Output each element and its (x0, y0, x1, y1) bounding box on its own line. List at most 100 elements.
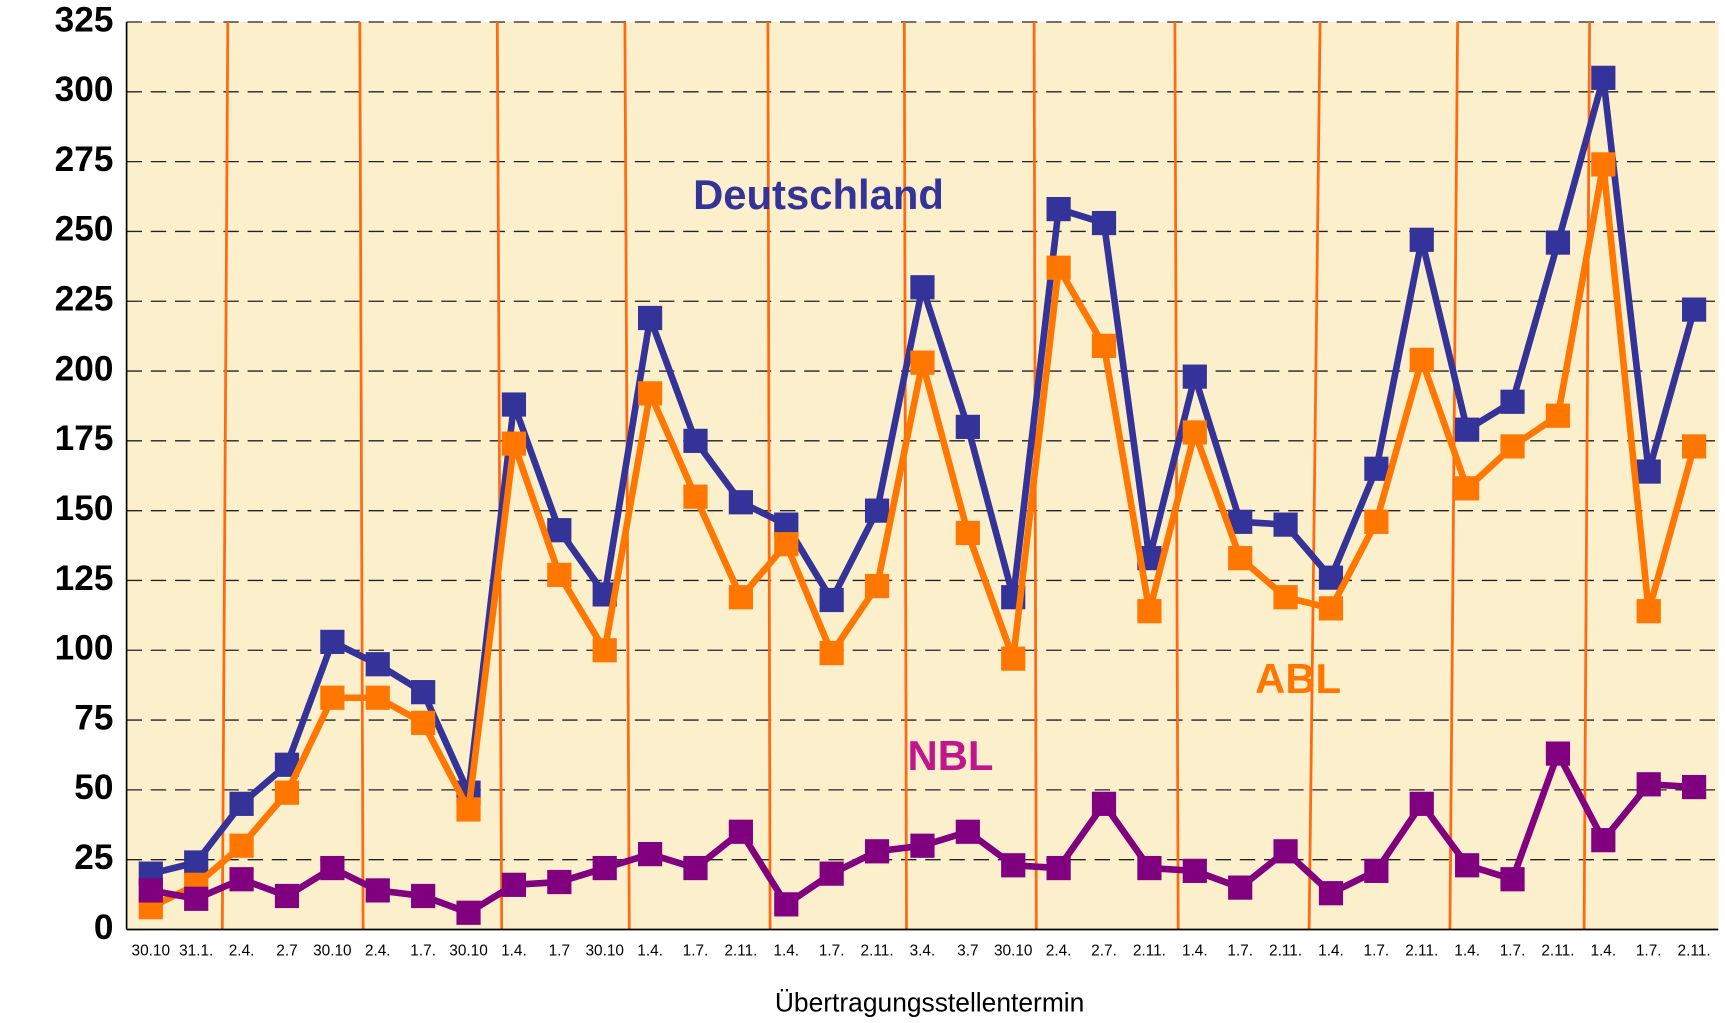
marker (910, 275, 935, 300)
marker (229, 791, 254, 816)
separator (1448, 21, 1459, 930)
marker (1682, 434, 1707, 459)
x-tick-label: 2.11. (1269, 943, 1302, 960)
marker (411, 883, 436, 909)
marker (1182, 858, 1207, 883)
x-tick-label: 2.11. (861, 943, 894, 960)
marker (638, 381, 663, 406)
marker (638, 305, 663, 331)
x-tick-label: 30.10 (313, 943, 352, 960)
y-tick-label: 125 (55, 559, 114, 598)
y-tick-label: 300 (55, 70, 114, 109)
x-tick-label: 1.7. (1636, 943, 1662, 960)
marker (1318, 565, 1344, 590)
marker (501, 431, 527, 456)
marker (1409, 791, 1434, 816)
marker (1364, 509, 1389, 534)
marker (320, 685, 345, 710)
marker (864, 498, 890, 523)
marker (1364, 858, 1389, 883)
x-tick-label: 2.11. (1405, 943, 1438, 960)
y-tick-label: 275 (55, 140, 114, 179)
marker (1273, 512, 1298, 537)
marker (456, 797, 481, 822)
marker (1500, 434, 1525, 459)
marker (547, 562, 572, 587)
marker (819, 861, 844, 886)
x-tick-label: 1.7. (819, 943, 845, 960)
marker (955, 520, 980, 546)
marker (955, 819, 980, 844)
y-tick-label: 175 (55, 419, 114, 458)
marker (683, 855, 708, 881)
marker (728, 490, 753, 515)
marker (1545, 403, 1571, 428)
marker (592, 638, 617, 663)
marker (1591, 152, 1616, 177)
separator (358, 21, 365, 930)
marker (774, 892, 799, 917)
x-tick-label: 1.7. (410, 943, 436, 960)
marker (547, 869, 572, 895)
x-tick-label: 2.4. (1046, 943, 1072, 960)
y-tick-label: 25 (74, 838, 113, 877)
marker (1409, 227, 1434, 252)
marker (456, 900, 481, 925)
marker (1318, 596, 1344, 621)
marker (1318, 881, 1344, 906)
marker (910, 350, 935, 375)
x-tick-label: 1.4. (1454, 943, 1480, 960)
marker (819, 640, 844, 666)
marker (138, 878, 163, 903)
marker (320, 629, 345, 654)
x-tick-label: 2.4. (365, 943, 391, 960)
marker (1636, 772, 1661, 797)
marker (229, 867, 254, 892)
marker (411, 710, 436, 735)
series-label: NBL (908, 732, 994, 779)
separator (220, 21, 230, 930)
x-tick-label: 2.11. (1541, 943, 1574, 960)
marker (184, 886, 209, 911)
separator (1307, 21, 1322, 930)
x-tick-label: 1.7. (683, 943, 709, 960)
marker (1046, 855, 1071, 881)
marker (683, 484, 708, 509)
marker (1182, 364, 1207, 389)
x-tick-label: 2.11. (724, 943, 757, 960)
marker (1001, 646, 1026, 671)
x-tick-label: 30.10 (449, 943, 488, 960)
x-tick-label: 3.7 (957, 943, 978, 960)
x-tick-label: 1.4. (501, 943, 527, 960)
separator (495, 21, 504, 930)
marker (184, 850, 209, 875)
marker (1364, 456, 1389, 481)
marker (365, 878, 390, 903)
marker (1137, 599, 1162, 624)
marker (1455, 476, 1480, 501)
marker (1273, 585, 1298, 610)
marker (274, 780, 300, 805)
x-tick-label: 2.11. (1133, 943, 1166, 960)
marker (1545, 230, 1571, 255)
marker (638, 842, 663, 867)
x-tick-label: 1.4. (773, 943, 799, 960)
marker (1091, 210, 1117, 236)
series-label: Deutschland (693, 171, 944, 218)
marker (1228, 546, 1253, 571)
marker (1500, 389, 1525, 414)
marker (683, 428, 708, 453)
marker (1228, 875, 1253, 900)
x-tick-label: 3.4. (910, 943, 936, 960)
x-tick-label: 1.7. (1500, 943, 1526, 960)
marker (1046, 255, 1071, 280)
x-tick-label: 1.7. (1227, 943, 1253, 960)
y-tick-label: 325 (55, 0, 114, 39)
x-tick-label: 2.7. (1091, 943, 1117, 960)
y-tick-label: 0 (94, 908, 114, 947)
y-tick-label: 250 (55, 210, 114, 249)
marker (1682, 297, 1707, 322)
marker (1091, 333, 1117, 359)
marker (1046, 196, 1071, 222)
